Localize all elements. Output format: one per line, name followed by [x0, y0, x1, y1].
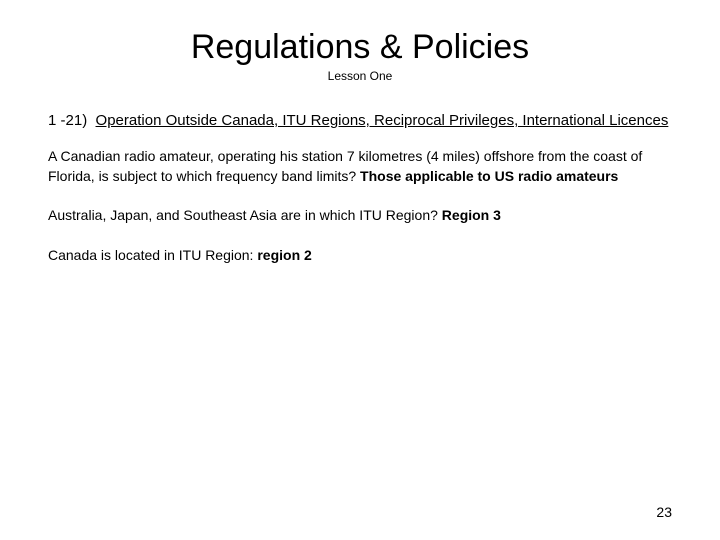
answer-2-text: Region 3 — [442, 207, 501, 223]
question-2-text: Australia, Japan, and Southeast Asia are… — [48, 207, 442, 223]
page-number: 23 — [656, 504, 672, 520]
answer-3-text: region 2 — [257, 247, 311, 263]
slide-page: Regulations & Policies Lesson One 1 -21)… — [0, 0, 720, 540]
question-3-text: Canada is located in ITU Region: — [48, 247, 257, 263]
qa-item-2: Australia, Japan, and Southeast Asia are… — [48, 206, 672, 226]
answer-1-text: Those applicable to US radio amateurs — [360, 168, 618, 184]
section-heading: 1 -21) Operation Outside Canada, ITU Reg… — [48, 111, 672, 131]
qa-item-3: Canada is located in ITU Region: region … — [48, 246, 672, 266]
section-number: 1 -21) — [48, 112, 87, 129]
section-heading-text: Operation Outside Canada, ITU Regions, R… — [96, 112, 669, 129]
lesson-subtitle: Lesson One — [48, 69, 672, 83]
page-title: Regulations & Policies — [48, 28, 672, 67]
qa-item-1: A Canadian radio amateur, operating his … — [48, 147, 672, 186]
